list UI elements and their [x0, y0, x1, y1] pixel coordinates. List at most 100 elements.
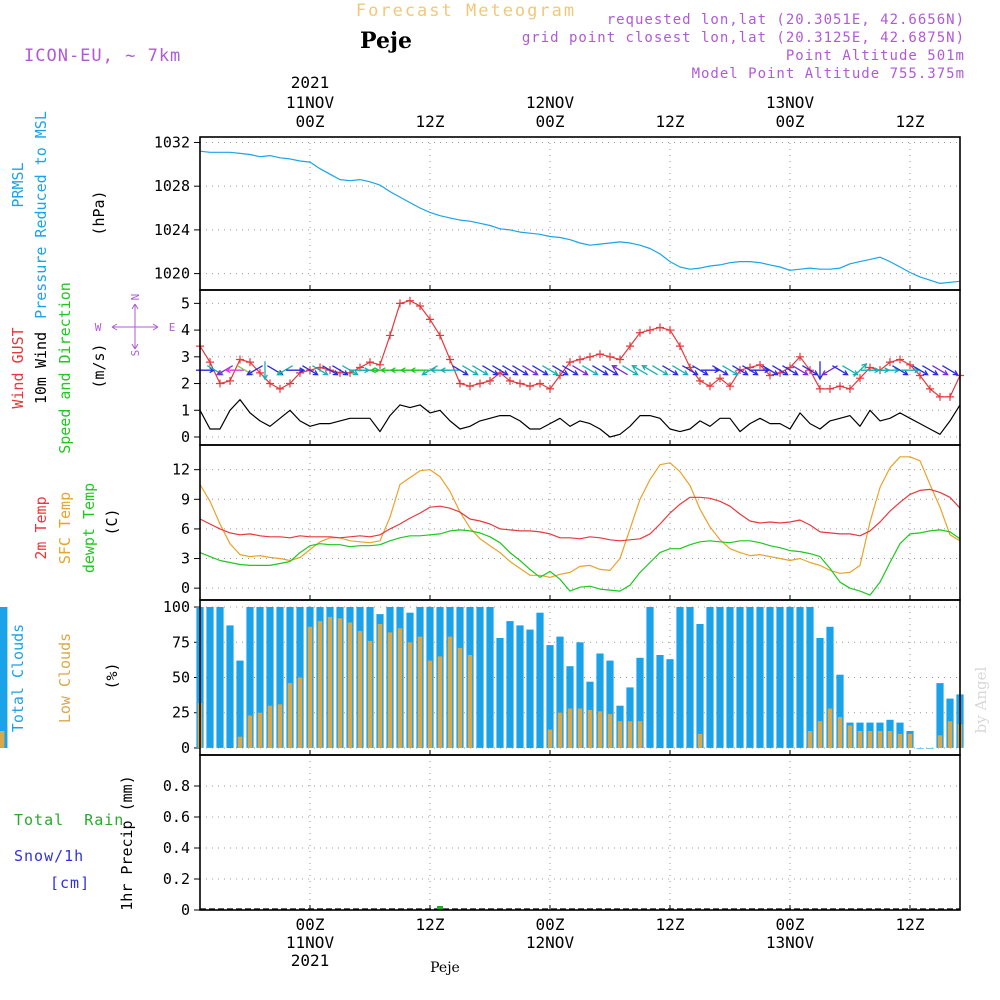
pressure-label-1: PRMSL — [9, 162, 27, 207]
temp2m-label: 2m Temp — [32, 496, 50, 559]
bottom-axis-label: 00Z — [536, 915, 565, 934]
gust-marker — [216, 379, 224, 388]
gust-marker — [766, 371, 774, 380]
gust-marker — [626, 342, 634, 351]
gust-marker — [666, 326, 674, 335]
top-axis-label: 00Z — [296, 112, 325, 131]
gust-marker — [886, 358, 894, 367]
pressure-grid — [200, 137, 960, 290]
watermark: by Angel — [972, 666, 990, 733]
wind-arrow — [572, 365, 589, 376]
wind-arrow — [622, 365, 639, 376]
bottom-axis-label: 11NOV — [286, 933, 335, 952]
total-cloud-bar — [536, 612, 544, 748]
total-cloud-bar — [236, 660, 244, 748]
clouds-ytick-label: 25 — [172, 704, 190, 722]
direction-label: Speed and Direction — [56, 282, 74, 454]
wind-arrow — [792, 365, 809, 376]
gust-marker — [236, 355, 244, 364]
wind-arrow — [602, 365, 619, 376]
wind-arrow — [302, 365, 319, 376]
chart-title: Forecast Meteogram — [356, 1, 576, 21]
gust-marker — [646, 326, 654, 335]
wind-labels: Wind GUST 10m Wind Speed and Direction (… — [9, 282, 175, 454]
wind-arrow — [246, 365, 263, 376]
low-cloud-bar — [607, 714, 613, 748]
total-cloud-bar — [286, 607, 294, 748]
wind-arrow — [842, 365, 859, 376]
low-cloud-bar — [327, 616, 333, 748]
total-cloud-bar — [576, 642, 584, 748]
total-cloud-bar — [716, 607, 724, 748]
wind-arrow — [631, 365, 648, 376]
total-cloud-bar — [496, 638, 504, 748]
low-cloud-bar — [617, 721, 623, 748]
clouds-ytick-label: 75 — [172, 633, 190, 651]
total-cloud-bar — [626, 687, 634, 748]
panel-clouds: 0 25 50 75 100 — [0, 598, 964, 757]
wind-arrow — [452, 365, 469, 376]
wind-arrow — [802, 365, 819, 376]
low-cloud-bar — [877, 731, 883, 748]
gust-marker — [696, 376, 704, 385]
cloud-labels: Total Clouds Low Clouds (%) — [9, 624, 121, 732]
wind-ytick-label: 4 — [181, 321, 190, 339]
total-cloud-bar — [926, 748, 934, 749]
low-cloud-bar — [627, 721, 633, 748]
wind-arrow — [262, 361, 268, 381]
rain-label: Total Rain — [14, 811, 124, 829]
total-cloud-bar — [596, 653, 604, 748]
wind-arrow — [582, 365, 599, 376]
wind-arrow — [942, 365, 959, 376]
pressure-ytick-label: 1024 — [154, 221, 190, 239]
gust-marker — [926, 384, 934, 393]
total-cloud-bar — [826, 626, 834, 748]
wind-speed-line — [199, 399, 961, 438]
bottom-axis-label: 12Z — [416, 915, 445, 934]
low-cloud-bar — [247, 715, 253, 748]
wind-ytick-label: 1 — [181, 401, 190, 419]
low-cloud-bar — [0, 731, 5, 748]
gust-marker — [206, 358, 214, 367]
gust-line — [199, 300, 961, 398]
temperature-ytick-label: 0 — [181, 579, 190, 597]
total-cloud-bar — [246, 607, 254, 748]
wind-arrow — [312, 365, 329, 376]
bottom-axis-label: 00Z — [776, 915, 805, 934]
total-cloud-bar — [0, 607, 8, 748]
bottom-axis-label: 12Z — [656, 915, 685, 934]
wind-arrow — [641, 365, 658, 376]
wind-label: 10m Wind — [32, 332, 50, 404]
gust-marker — [366, 358, 374, 367]
pressure-ytick-label: 1032 — [154, 133, 190, 151]
gust-marker — [836, 382, 844, 391]
cloud-unit: (%) — [103, 662, 121, 689]
wind-arrow — [732, 365, 749, 376]
pressure-frame — [199, 136, 961, 291]
gust-marker — [716, 374, 724, 383]
low-cloud-bar — [457, 647, 463, 748]
wind-arrow — [592, 365, 609, 376]
wind-arrow — [482, 365, 499, 376]
gust-marker — [486, 376, 494, 385]
total-cloud-bar — [486, 607, 494, 748]
total-cloud-bar — [666, 659, 674, 748]
low-cloud-bar — [807, 731, 813, 748]
wind-arrow — [662, 365, 679, 376]
low-cloud-bar — [577, 708, 583, 748]
total-cloud-bar — [516, 625, 524, 748]
total-cloud-bar — [816, 638, 824, 748]
low-cloud-bar — [367, 640, 373, 748]
wind-arrow — [672, 365, 689, 376]
total-cloud-label: Total Clouds — [9, 624, 27, 732]
total-cloud-bar — [646, 607, 654, 748]
low-cloud-bar — [427, 660, 433, 748]
low-cloud-bar — [887, 731, 893, 748]
total-cloud-bar — [676, 607, 684, 748]
low-cloud-bar — [277, 704, 283, 748]
wind-arrow — [522, 365, 539, 376]
total-cloud-bar — [656, 655, 664, 748]
wind-arrow — [409, 367, 429, 374]
top-axis-label: 12Z — [416, 112, 445, 131]
